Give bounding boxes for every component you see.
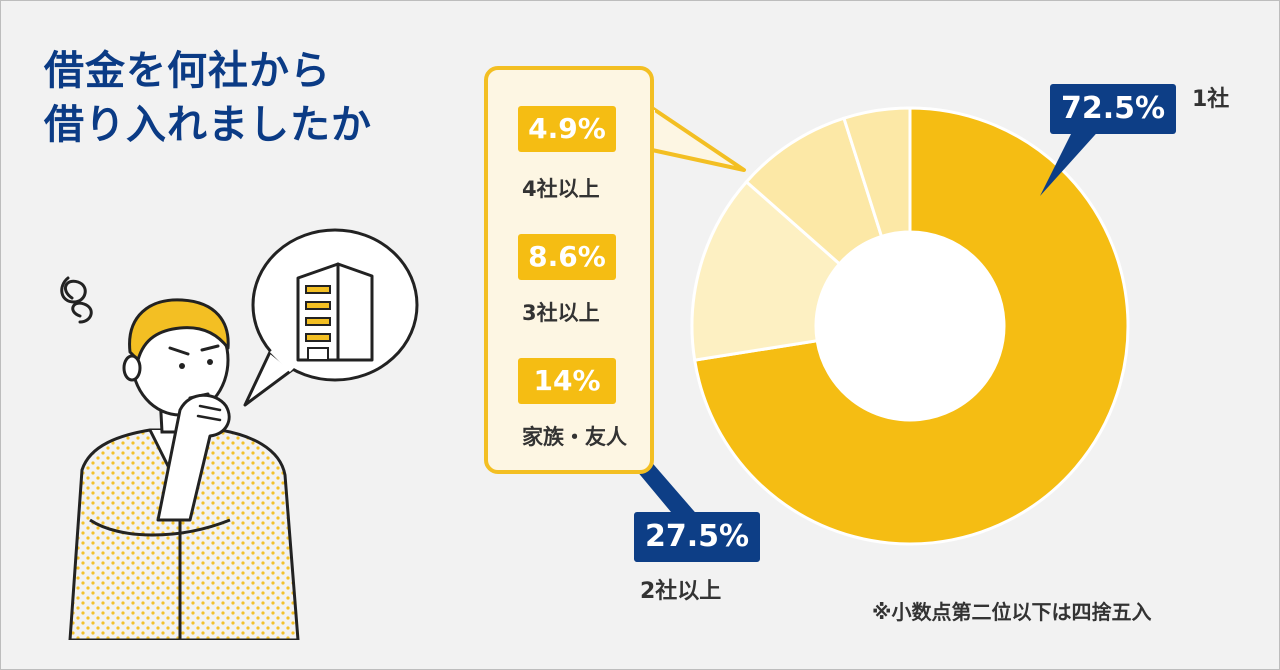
- donut-slices: [690, 106, 1130, 546]
- category-label-family: 家族・友人: [522, 425, 627, 449]
- confused-swirl-icon: [60, 276, 93, 324]
- title-line-1: 借金を何社から: [44, 48, 331, 94]
- data-label-1sha: 72.5%: [1050, 84, 1176, 134]
- rounding-note: ※小数点第二位以下は四捨五入: [872, 600, 1152, 624]
- data-label-family: 14%: [518, 358, 616, 404]
- category-label-1sha: 1社: [1192, 87, 1230, 112]
- data-label-4sha: 4.9%: [518, 106, 616, 152]
- building-icon: [296, 262, 374, 362]
- breakdown-panel: 4.9% 4社以上 8.6% 3社以上 14% 家族・友人: [484, 66, 654, 474]
- man-figure: [68, 298, 300, 640]
- data-label-3sha: 8.6%: [518, 234, 616, 280]
- page-title: 借金を何社から 借り入れましたか: [44, 44, 464, 152]
- title-line-2: 借り入れましたか: [44, 102, 372, 148]
- category-label-2sha-group: 2社以上: [640, 579, 722, 604]
- thinking-man-illustration: [60, 228, 419, 640]
- data-label-2sha-group: 27.5%: [634, 512, 760, 562]
- pointer-1sha: [1040, 116, 1112, 196]
- donut-hole: [816, 232, 1004, 420]
- category-label-3sha: 3社以上: [522, 301, 600, 325]
- pointer-panel-bubble: [650, 106, 746, 172]
- category-label-4sha: 4社以上: [522, 177, 600, 201]
